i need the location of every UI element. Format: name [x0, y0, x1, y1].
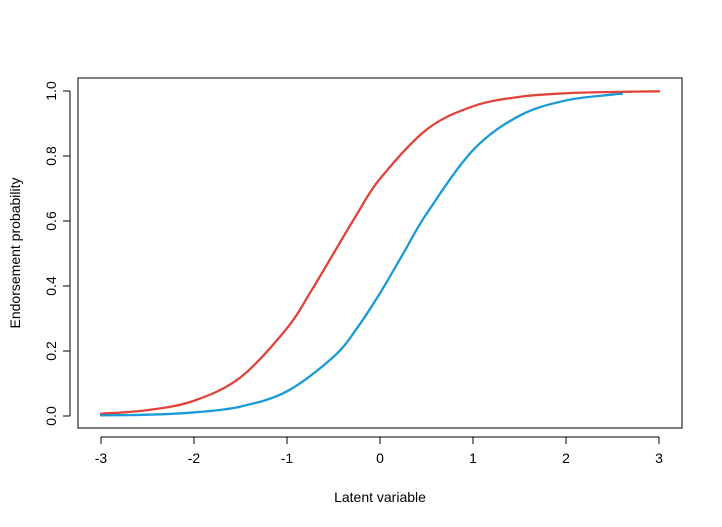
- x-tick-label: -1: [281, 450, 294, 466]
- series-lines: [99, 90, 661, 417]
- x-tick-label: -2: [188, 450, 201, 466]
- y-tick-label: 0.2: [43, 341, 59, 361]
- plot-frame: [77, 77, 683, 429]
- y-axis-title: Endorsement probability: [7, 178, 23, 329]
- y-axis: 0.0 0.2 0.4 0.6 0.8 1.0: [43, 81, 71, 426]
- x-tick-label: 2: [562, 450, 570, 466]
- series-line-1: [99, 92, 623, 417]
- x-tick-label: -3: [95, 450, 108, 466]
- x-axis-title: Latent variable: [334, 489, 426, 505]
- x-tick-label: 0: [376, 450, 384, 466]
- x-tick-label: 1: [469, 450, 477, 466]
- x-axis: -3 -2 -1 0 1 2 3: [95, 436, 663, 466]
- y-tick-label: 0.4: [43, 276, 59, 296]
- y-tick-label: 0.8: [43, 146, 59, 166]
- series-line-0: [99, 90, 661, 415]
- y-tick-label: 0.0: [43, 406, 59, 426]
- y-tick-label: 0.6: [43, 211, 59, 231]
- x-tick-label: 3: [655, 450, 663, 466]
- y-tick-label: 1.0: [43, 81, 59, 101]
